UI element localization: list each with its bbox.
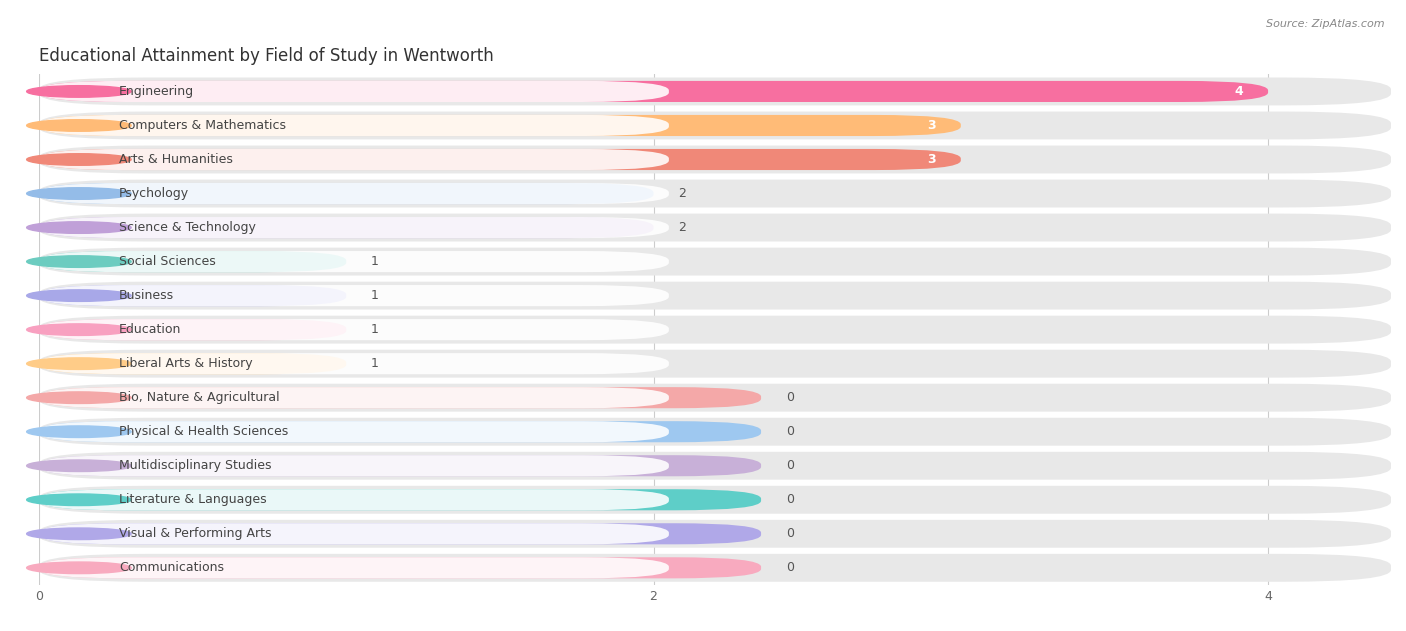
Text: Business: Business	[120, 289, 174, 302]
FancyBboxPatch shape	[39, 421, 669, 442]
Text: 0: 0	[786, 528, 793, 540]
FancyBboxPatch shape	[39, 217, 669, 238]
Text: Psychology: Psychology	[120, 187, 188, 200]
FancyBboxPatch shape	[39, 554, 1391, 582]
Circle shape	[27, 290, 131, 302]
FancyBboxPatch shape	[39, 217, 654, 238]
Text: 2: 2	[678, 187, 686, 200]
Circle shape	[27, 460, 131, 471]
FancyBboxPatch shape	[39, 285, 346, 306]
FancyBboxPatch shape	[39, 112, 1391, 139]
FancyBboxPatch shape	[39, 180, 1391, 208]
Text: 0: 0	[786, 493, 793, 506]
Text: 4: 4	[1234, 85, 1243, 98]
FancyBboxPatch shape	[39, 557, 669, 579]
FancyBboxPatch shape	[39, 149, 669, 170]
Text: 0: 0	[786, 562, 793, 574]
Text: Educational Attainment by Field of Study in Wentworth: Educational Attainment by Field of Study…	[39, 47, 494, 64]
FancyBboxPatch shape	[39, 81, 1268, 102]
FancyBboxPatch shape	[39, 455, 761, 476]
Circle shape	[27, 188, 131, 199]
FancyBboxPatch shape	[39, 384, 1391, 411]
FancyBboxPatch shape	[39, 183, 654, 204]
Text: Bio, Nature & Agricultural: Bio, Nature & Agricultural	[120, 391, 280, 404]
FancyBboxPatch shape	[39, 285, 669, 306]
FancyBboxPatch shape	[39, 115, 960, 136]
Text: 1: 1	[371, 255, 378, 268]
Text: 3: 3	[928, 153, 936, 166]
Circle shape	[27, 562, 131, 574]
FancyBboxPatch shape	[39, 251, 669, 272]
Circle shape	[27, 358, 131, 369]
Circle shape	[27, 86, 131, 97]
FancyBboxPatch shape	[39, 557, 761, 579]
FancyBboxPatch shape	[39, 78, 1391, 105]
FancyBboxPatch shape	[39, 452, 1391, 480]
Text: Liberal Arts & History: Liberal Arts & History	[120, 357, 253, 370]
Text: Social Sciences: Social Sciences	[120, 255, 215, 268]
Circle shape	[27, 324, 131, 336]
FancyBboxPatch shape	[39, 418, 1391, 445]
FancyBboxPatch shape	[39, 523, 761, 545]
Circle shape	[27, 256, 131, 268]
Circle shape	[27, 221, 131, 233]
FancyBboxPatch shape	[39, 353, 669, 374]
Text: Education: Education	[120, 323, 181, 336]
FancyBboxPatch shape	[39, 523, 669, 545]
Text: 0: 0	[786, 391, 793, 404]
FancyBboxPatch shape	[39, 115, 669, 136]
Text: Computers & Mathematics: Computers & Mathematics	[120, 119, 285, 132]
FancyBboxPatch shape	[39, 183, 669, 204]
Circle shape	[27, 494, 131, 505]
FancyBboxPatch shape	[39, 489, 669, 510]
Text: Visual & Performing Arts: Visual & Performing Arts	[120, 528, 271, 540]
FancyBboxPatch shape	[39, 387, 669, 408]
FancyBboxPatch shape	[39, 316, 1391, 344]
FancyBboxPatch shape	[39, 81, 669, 102]
Text: 1: 1	[371, 289, 378, 302]
FancyBboxPatch shape	[39, 251, 346, 272]
Text: 0: 0	[786, 459, 793, 472]
Circle shape	[27, 528, 131, 540]
FancyBboxPatch shape	[39, 455, 669, 476]
Text: Multidisciplinary Studies: Multidisciplinary Studies	[120, 459, 271, 472]
FancyBboxPatch shape	[39, 353, 346, 374]
Text: Communications: Communications	[120, 562, 224, 574]
FancyBboxPatch shape	[39, 486, 1391, 514]
FancyBboxPatch shape	[39, 281, 1391, 310]
Text: Arts & Humanities: Arts & Humanities	[120, 153, 233, 166]
FancyBboxPatch shape	[39, 146, 1391, 174]
Text: Physical & Health Sciences: Physical & Health Sciences	[120, 425, 288, 438]
FancyBboxPatch shape	[39, 247, 1391, 276]
Circle shape	[27, 392, 131, 403]
Text: Source: ZipAtlas.com: Source: ZipAtlas.com	[1267, 19, 1385, 29]
FancyBboxPatch shape	[39, 149, 960, 170]
FancyBboxPatch shape	[39, 319, 669, 340]
FancyBboxPatch shape	[39, 387, 761, 408]
Text: 1: 1	[371, 323, 378, 336]
FancyBboxPatch shape	[39, 489, 761, 510]
Text: 2: 2	[678, 221, 686, 234]
Text: Literature & Languages: Literature & Languages	[120, 493, 267, 506]
FancyBboxPatch shape	[39, 350, 1391, 377]
Circle shape	[27, 120, 131, 131]
Text: Engineering: Engineering	[120, 85, 194, 98]
Text: 0: 0	[786, 425, 793, 438]
FancyBboxPatch shape	[39, 421, 761, 442]
Text: 1: 1	[371, 357, 378, 370]
Circle shape	[27, 426, 131, 437]
Text: 3: 3	[928, 119, 936, 132]
Circle shape	[27, 154, 131, 165]
FancyBboxPatch shape	[39, 214, 1391, 242]
FancyBboxPatch shape	[39, 520, 1391, 548]
FancyBboxPatch shape	[39, 319, 346, 340]
Text: Science & Technology: Science & Technology	[120, 221, 256, 234]
